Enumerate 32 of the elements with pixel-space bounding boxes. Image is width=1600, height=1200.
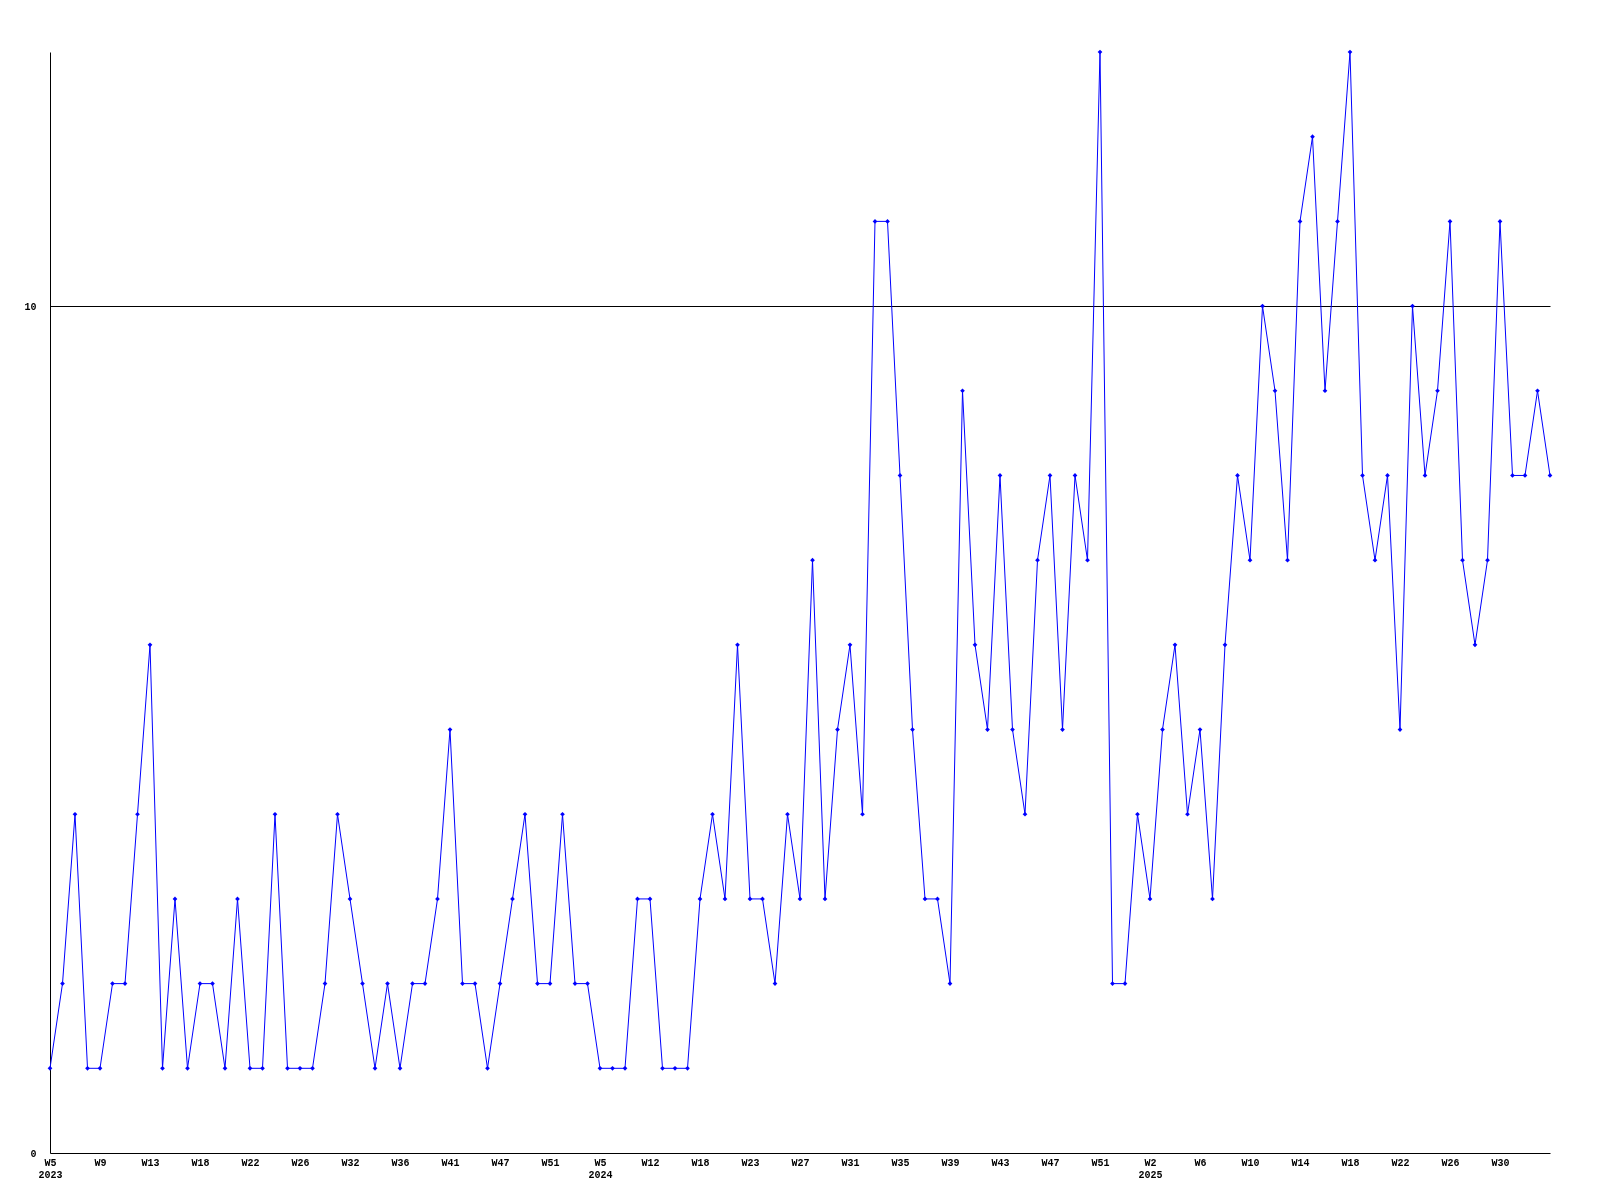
x-tick-label: W26: [291, 1157, 310, 1169]
x-tick-label: W51: [541, 1157, 560, 1169]
y-tick-label: 0: [30, 1148, 37, 1160]
x-tick-label: W22: [1391, 1157, 1410, 1169]
x-tick-label: W18: [191, 1157, 210, 1169]
x-tick-label: W27: [791, 1157, 810, 1169]
x-tick-label: W26: [1441, 1157, 1460, 1169]
x-tick-label: W14: [1291, 1157, 1310, 1169]
x-tick-label: W10: [1241, 1157, 1260, 1169]
x-tick-label: W41: [441, 1157, 460, 1169]
x-tick-label: W9: [94, 1157, 107, 1169]
x-tick-label: W39: [941, 1157, 960, 1169]
x-tick-label: W31: [841, 1157, 860, 1169]
x-tick-label: W18: [1341, 1157, 1360, 1169]
x-tick-label: W2 2025: [1138, 1157, 1163, 1181]
x-tick-label: W36: [391, 1157, 410, 1169]
x-tick-label: W32: [341, 1157, 360, 1169]
x-tick-label: W12: [641, 1157, 660, 1169]
x-tick-label: W23: [741, 1157, 760, 1169]
x-tick-label: W5 2024: [588, 1157, 613, 1181]
x-tick-label: W51: [1091, 1157, 1110, 1169]
x-tick-label: W30: [1491, 1157, 1510, 1169]
x-tick-label: W47: [1041, 1157, 1060, 1169]
x-tick-label: W6: [1194, 1157, 1207, 1169]
x-tick-label: W18: [691, 1157, 710, 1169]
x-tick-label: W5 2023: [38, 1157, 63, 1181]
x-tick-label: W35: [891, 1157, 910, 1169]
y-tick-label: 10: [24, 301, 37, 313]
x-tick-label: W13: [141, 1157, 160, 1169]
x-tick-label: W22: [241, 1157, 260, 1169]
x-tick-label: W47: [491, 1157, 510, 1169]
x-tick-label: W43: [991, 1157, 1010, 1169]
